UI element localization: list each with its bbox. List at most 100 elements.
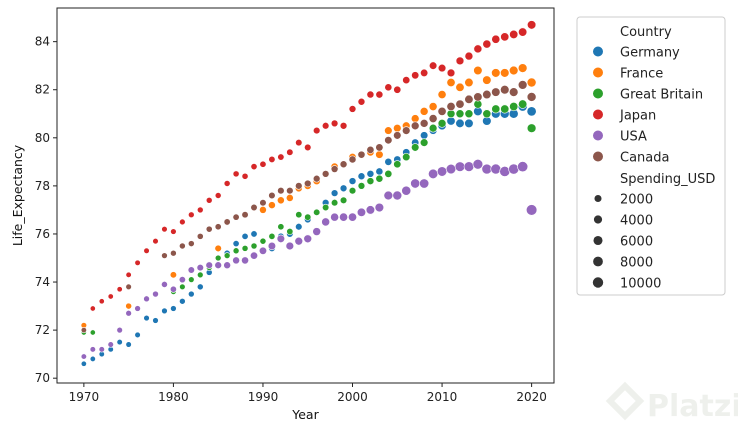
point-canada [491,87,501,97]
point-usa [196,263,204,272]
point-germany [339,184,348,193]
point-canada [277,187,285,195]
point-great-britain [455,109,465,119]
point-canada [517,80,528,90]
point-canada [473,92,483,102]
point-great-britain [232,247,240,255]
point-usa [205,261,213,269]
point-usa [241,256,249,265]
point-usa [392,190,403,201]
point-usa [214,261,222,269]
point-japan [339,122,348,130]
legend-marker-germany [592,45,604,58]
point-great-britain [491,104,501,114]
point-usa [490,163,502,175]
point-japan [304,143,312,152]
legend-marker-japan [592,108,604,121]
point-canada [259,199,267,207]
point-germany [455,118,465,128]
point-usa [481,163,493,175]
size-legend-label: 2000 [620,193,653,208]
point-usa [276,234,286,243]
point-japan [134,259,141,266]
point-france [446,78,456,87]
point-usa [525,204,538,216]
point-usa [410,178,421,189]
y-tick-label: 76 [35,227,50,241]
point-france [526,77,537,88]
point-germany [116,339,123,346]
point-canada [241,211,249,219]
svg-text:Platzi: Platzi [647,389,738,424]
point-canada [446,102,456,112]
point-france [384,126,393,135]
point-usa [89,346,96,353]
point-great-britain [295,211,303,219]
legend-label-canada: Canada [620,151,669,166]
point-great-britain [214,254,222,262]
point-japan [205,197,213,204]
point-usa [321,217,331,227]
point-germany [241,232,249,240]
point-usa [428,168,439,179]
point-great-britain [500,104,510,114]
point-japan [500,32,510,42]
point-usa [125,310,132,317]
point-germany [384,157,393,166]
point-germany [188,290,195,298]
point-canada [187,240,195,247]
point-japan [437,63,447,73]
legend-label-great-britain: Great Britain [620,88,703,103]
point-france [375,150,384,159]
y-tick-label: 72 [35,323,50,337]
point-great-britain [286,228,294,236]
point-canada [232,213,240,221]
point-usa [80,353,87,360]
size-legend-marker [592,277,604,288]
point-japan [482,39,492,49]
point-usa [178,276,186,284]
point-usa [152,290,159,298]
legend-marker-france [592,66,604,79]
point-great-britain [509,102,519,112]
point-usa [161,281,168,288]
point-france [285,194,294,202]
point-japan [214,192,222,199]
point-germany [125,341,132,348]
point-japan [518,27,528,37]
point-japan [143,247,150,254]
point-canada [170,249,177,257]
point-canada [375,143,384,152]
point-canada [196,232,204,240]
point-usa [436,166,448,177]
point-usa [365,205,376,215]
point-japan [170,228,177,235]
point-canada [366,145,375,154]
x-tick-label: 1980 [158,390,189,404]
point-great-britain [188,276,195,283]
point-canada [410,121,420,131]
point-usa [374,202,385,213]
point-usa [312,227,322,236]
point-germany [179,297,186,305]
point-usa [134,305,141,312]
point-japan [188,211,195,218]
platzi-logo-icon [605,381,645,421]
y-tick-label: 78 [35,179,50,193]
point-japan [116,286,123,293]
point-canada [500,85,510,95]
point-usa [472,159,484,170]
point-germany [80,360,87,367]
point-germany [161,307,168,315]
point-canada [419,119,429,128]
point-great-britain [375,174,384,183]
point-japan [402,76,411,85]
legend-marker-canada [592,150,604,163]
point-canada [268,191,276,200]
y-tick-label: 70 [35,371,50,385]
point-japan [232,170,240,178]
point-great-britain [357,182,366,190]
point-canada [80,327,87,334]
point-japan [241,172,249,180]
point-france [259,206,267,214]
